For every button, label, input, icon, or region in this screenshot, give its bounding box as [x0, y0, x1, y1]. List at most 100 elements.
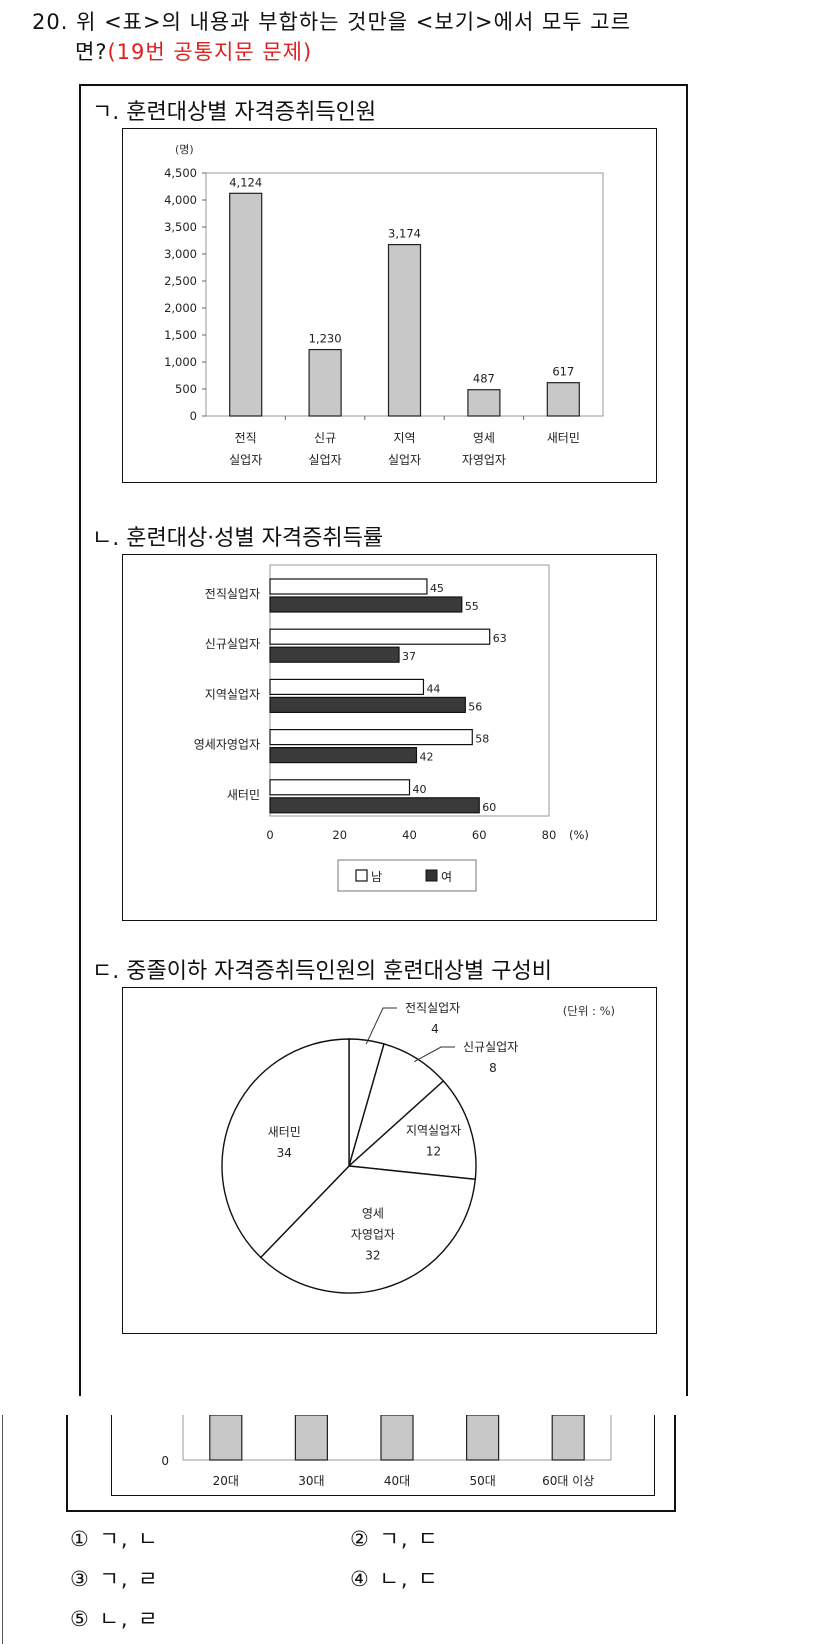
choice-2-text: ㄱ, ㄷ	[379, 1527, 440, 1551]
choice-1-text: ㄱ, ㄴ	[99, 1527, 160, 1551]
bar	[551, 1415, 585, 1461]
section-c-title: ㄷ. 중졸이하 자격증취득인원의 훈련대상별 구성비	[92, 959, 553, 984]
legend-swatch-male	[355, 869, 368, 882]
pie-slice	[259, 1165, 477, 1294]
category-label: 신규실업자	[205, 637, 260, 651]
chart-d-frame	[111, 1415, 655, 1496]
y-unit-label: (명)	[175, 143, 194, 156]
data-label: 60	[482, 801, 496, 814]
bar	[546, 382, 580, 417]
table-box	[79, 84, 688, 1396]
data-label: 42	[419, 751, 433, 764]
choice-4[interactable]: ④ ㄴ, ㄷ	[350, 1563, 440, 1593]
slice-label: 자영업자	[351, 1228, 395, 1242]
choice-3-num: ③	[70, 1567, 91, 1591]
bar-female	[269, 696, 466, 713]
y-tick-label: 3,500	[164, 220, 197, 234]
bar	[467, 389, 501, 417]
x-tick-label: 60	[472, 828, 487, 842]
x-tick-label: 자영업자	[462, 453, 506, 467]
x-tick-label: 전직	[235, 431, 257, 445]
pie-slice	[221, 1038, 350, 1259]
choice-3-text: ㄱ, ㄹ	[99, 1567, 160, 1591]
bar	[209, 1415, 243, 1461]
choice-2[interactable]: ② ㄱ, ㄷ	[350, 1523, 440, 1553]
choice-3[interactable]: ③ ㄱ, ㄹ	[70, 1563, 160, 1593]
x-tick-label: 영세	[473, 431, 495, 445]
unit-label: (단위 : %)	[563, 1004, 615, 1018]
x-tick-label: 30대	[298, 1474, 324, 1488]
y-tick-label: 1,000	[164, 355, 197, 369]
x-tick-label: 50대	[469, 1474, 495, 1488]
data-label: 63	[493, 632, 507, 645]
data-label: 37	[402, 650, 416, 663]
bar-female	[269, 596, 463, 613]
section-b-title: ㄴ. 훈련대상·성별 자격증취득률	[92, 526, 384, 551]
data-label: 40	[413, 783, 427, 796]
slice-value: 32	[365, 1249, 380, 1263]
y-tick-label: 4,000	[164, 193, 197, 207]
data-label: 3,174	[388, 227, 421, 241]
data-label: 55	[465, 600, 479, 613]
chart-a: (명) 0 500 1,000 1,500 2,000 2,500 3,000 3,500 4,0…	[164, 143, 604, 467]
leader-line	[365, 1007, 397, 1045]
data-label: 1,230	[309, 332, 342, 346]
x-tick-label: 40	[402, 828, 417, 842]
x-tick-label: 실업자	[309, 453, 342, 467]
pie-slice	[347, 1080, 477, 1181]
category-label: 영세자영업자	[194, 738, 260, 752]
y-tick-label: 0	[161, 1454, 169, 1468]
question-note: (19번 공통지문 문제)	[107, 40, 313, 64]
y-tick-label: 3,000	[164, 247, 197, 261]
x-tick-label: 80	[542, 828, 557, 842]
x-tick-label: 60대 이상	[542, 1474, 594, 1488]
choice-5-text: ㄴ, ㄹ	[99, 1607, 160, 1631]
bar	[380, 1415, 414, 1461]
bar	[229, 192, 263, 417]
data-label: 56	[468, 700, 482, 713]
chart-c-frame: (단위 : %) 전직실업자 4 신규실업자 8 지역실업자 12 영세 자영업자 32 새터민 34	[122, 987, 657, 1334]
x-tick-label: 새터민	[547, 431, 580, 445]
slice-label: 신규실업자	[463, 1040, 518, 1054]
data-label: 58	[475, 733, 489, 746]
slice-value: 8	[489, 1061, 497, 1075]
data-label: 4,124	[229, 175, 262, 189]
slice-value: 4	[431, 1022, 439, 1036]
legend-swatch-female	[425, 869, 438, 882]
chart-b-frame: 전직실업자 45 55 신규실업자 63 37 지역실업자 44 56 영세자영업자 58 42 새터민…	[122, 554, 657, 921]
bar	[294, 1415, 328, 1461]
bar	[387, 244, 422, 417]
chart-b: 전직실업자 45 55 신규실업자 63 37 지역실업자 44 56 영세자영업자 58 42 새터민…	[194, 564, 589, 892]
x-unit-label: (%)	[569, 828, 589, 842]
bar-female	[269, 646, 400, 663]
leader-line	[413, 1046, 455, 1063]
chart-c: (단위 : %) 전직실업자 4 신규실업자 8 지역실업자 12 영세자영업자 32 새터민 34	[221, 1001, 615, 1294]
slice-label: 지역실업자	[406, 1124, 461, 1138]
data-label: 44	[426, 682, 440, 695]
category-label: 지역실업자	[205, 687, 260, 701]
y-tick-label: 2,000	[164, 301, 197, 315]
data-label: 487	[473, 372, 495, 386]
choice-5-num: ⑤	[70, 1607, 91, 1631]
x-tick-label: 신규	[314, 431, 336, 445]
choice-5[interactable]: ⑤ ㄴ, ㄹ	[70, 1603, 160, 1633]
choice-1[interactable]: ① ㄱ, ㄴ	[70, 1523, 160, 1553]
slice-value: 34	[277, 1146, 292, 1160]
chart-d: 0 20대 30대 40대 50대 60대 이상	[161, 1415, 612, 1488]
chart-a-frame: (명) 0 500 1,000 1,500 2,000 2,500 3,000 3,500 4,0…	[122, 128, 657, 483]
y-tick-label: 0	[190, 409, 197, 423]
choice-1-num: ①	[70, 1527, 91, 1551]
slice-label: 새터민	[268, 1125, 301, 1139]
y-tick-label: 1,500	[164, 328, 197, 342]
x-tick-label: 20대	[213, 1474, 239, 1488]
y-tick-label: 4,500	[164, 166, 197, 180]
bar-male	[269, 779, 411, 796]
bar-male	[269, 578, 428, 595]
question-line-2: 면?(19번 공통지문 문제)	[75, 36, 312, 66]
choice-4-num: ④	[350, 1567, 371, 1591]
slice-label: 영세	[362, 1207, 384, 1221]
y-tick-label: 500	[175, 382, 197, 396]
bar-male	[269, 678, 425, 696]
bar	[466, 1415, 500, 1461]
legend-label-male: 남	[371, 870, 382, 884]
